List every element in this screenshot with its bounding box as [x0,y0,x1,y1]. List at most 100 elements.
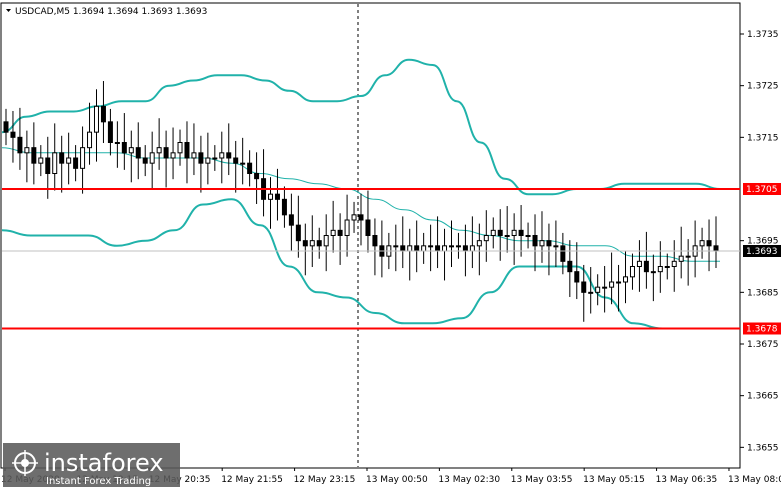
candle-body [121,142,127,154]
candle-body [685,255,691,258]
candle-body [254,173,260,180]
candle-body [191,152,197,159]
candle-body [38,157,44,164]
candle-body [274,193,280,200]
candle-body [205,157,211,164]
candle-body [149,152,155,164]
y-tick-label: 1.3655 [747,443,779,453]
candle-body [448,245,454,248]
candle-body [469,245,475,252]
candle-body [407,245,413,252]
watermark-background [3,443,180,487]
candle-body [31,147,37,164]
candle-body [372,235,378,247]
brand-tagline: Instant Forex Trading [46,476,151,487]
candle-body [114,142,120,144]
y-tick-label: 1.3735 [747,30,779,40]
candle-body [497,229,503,236]
candle-body [66,157,72,164]
candle-body [462,245,468,252]
candle-body [629,266,635,278]
candle-body [107,121,113,144]
candle-body [177,142,183,154]
candle-body [87,131,93,149]
y-tick-label: 1.3725 [747,82,779,92]
x-tick-label: 13 May 00:50 [366,475,428,485]
candle-body [59,152,65,164]
y-tick-label: 1.3675 [747,340,779,350]
candle-body [567,260,573,273]
candle-body [212,157,218,160]
y-axis: 1.3735 1.3725 1.3715 1.3695 1.3685 1.3675 1.36… [740,30,779,453]
candle-body [351,214,357,221]
candle-body [323,235,329,247]
candle-body [226,152,232,159]
candle-body [135,147,141,159]
candle-body [643,260,649,273]
candle-body [650,271,656,274]
chart-title: USDCAD,M5 1.3694 1.3694 1.3693 1.3693 [6,7,207,17]
candle-body [3,121,9,133]
x-tick-label: 12 May 21:55 [221,475,283,485]
candle-body [664,266,670,268]
candle-body [184,142,190,159]
x-tick-label: 13 May 05:15 [583,475,645,485]
candle-body [393,245,399,248]
candle-body [163,147,169,159]
candle-body [358,214,364,221]
brand-name: instaforex [44,449,164,477]
candle-body [128,147,134,154]
candle-body [414,245,420,252]
candle-body [455,245,461,248]
candle-body [100,105,106,123]
candle-body [511,229,517,236]
candle-body [45,157,51,174]
candle-body [170,152,176,159]
y-tick-label: 1.3685 [747,288,779,298]
candle-body [365,219,371,236]
candle-body [525,235,531,237]
candle-body [302,240,308,247]
candle-body [553,245,559,248]
y-tick-label: 1.3665 [747,392,779,402]
candle-body [574,271,580,283]
x-tick-label: 13 May 02:30 [438,475,500,485]
candle-body [671,260,677,268]
current-price-label: 1.3693 [746,247,778,257]
level-badge-label: 1.3678 [746,325,778,335]
candle-body [295,224,301,242]
candle-body [142,157,148,164]
candle-body [678,255,684,262]
x-tick-label: 12 May 23:15 [294,475,356,485]
bands-lower-line [1,198,720,330]
candle-body [713,245,719,252]
x-tick-label: 13 May 08:00 [728,475,781,485]
x-tick-label: 13 May 06:35 [656,475,718,485]
candle-body [532,235,538,247]
candle-body [483,235,489,242]
candle-body [435,245,441,252]
candle-body [699,240,705,247]
candle-body [428,245,434,248]
instaforex-watermark: instaforex Instant Forex Trading [3,443,180,487]
candle-body [93,105,99,133]
candle-body [623,276,629,283]
candle-body [288,214,294,226]
candle-body [309,240,315,247]
candle-body [476,240,482,247]
candle-body [442,245,448,252]
candle-body [219,152,225,159]
candle-body [80,147,86,169]
candle-body [337,229,343,236]
candle-body [504,235,510,237]
instaforex-logo-icon [12,450,38,476]
candle-body [602,286,608,289]
candle-body [344,219,350,236]
candle-body [609,281,615,288]
candle-body [240,162,246,165]
candle-body [73,157,79,169]
candle-body [316,240,322,247]
candle-body [421,245,427,252]
candle-body [581,281,587,293]
